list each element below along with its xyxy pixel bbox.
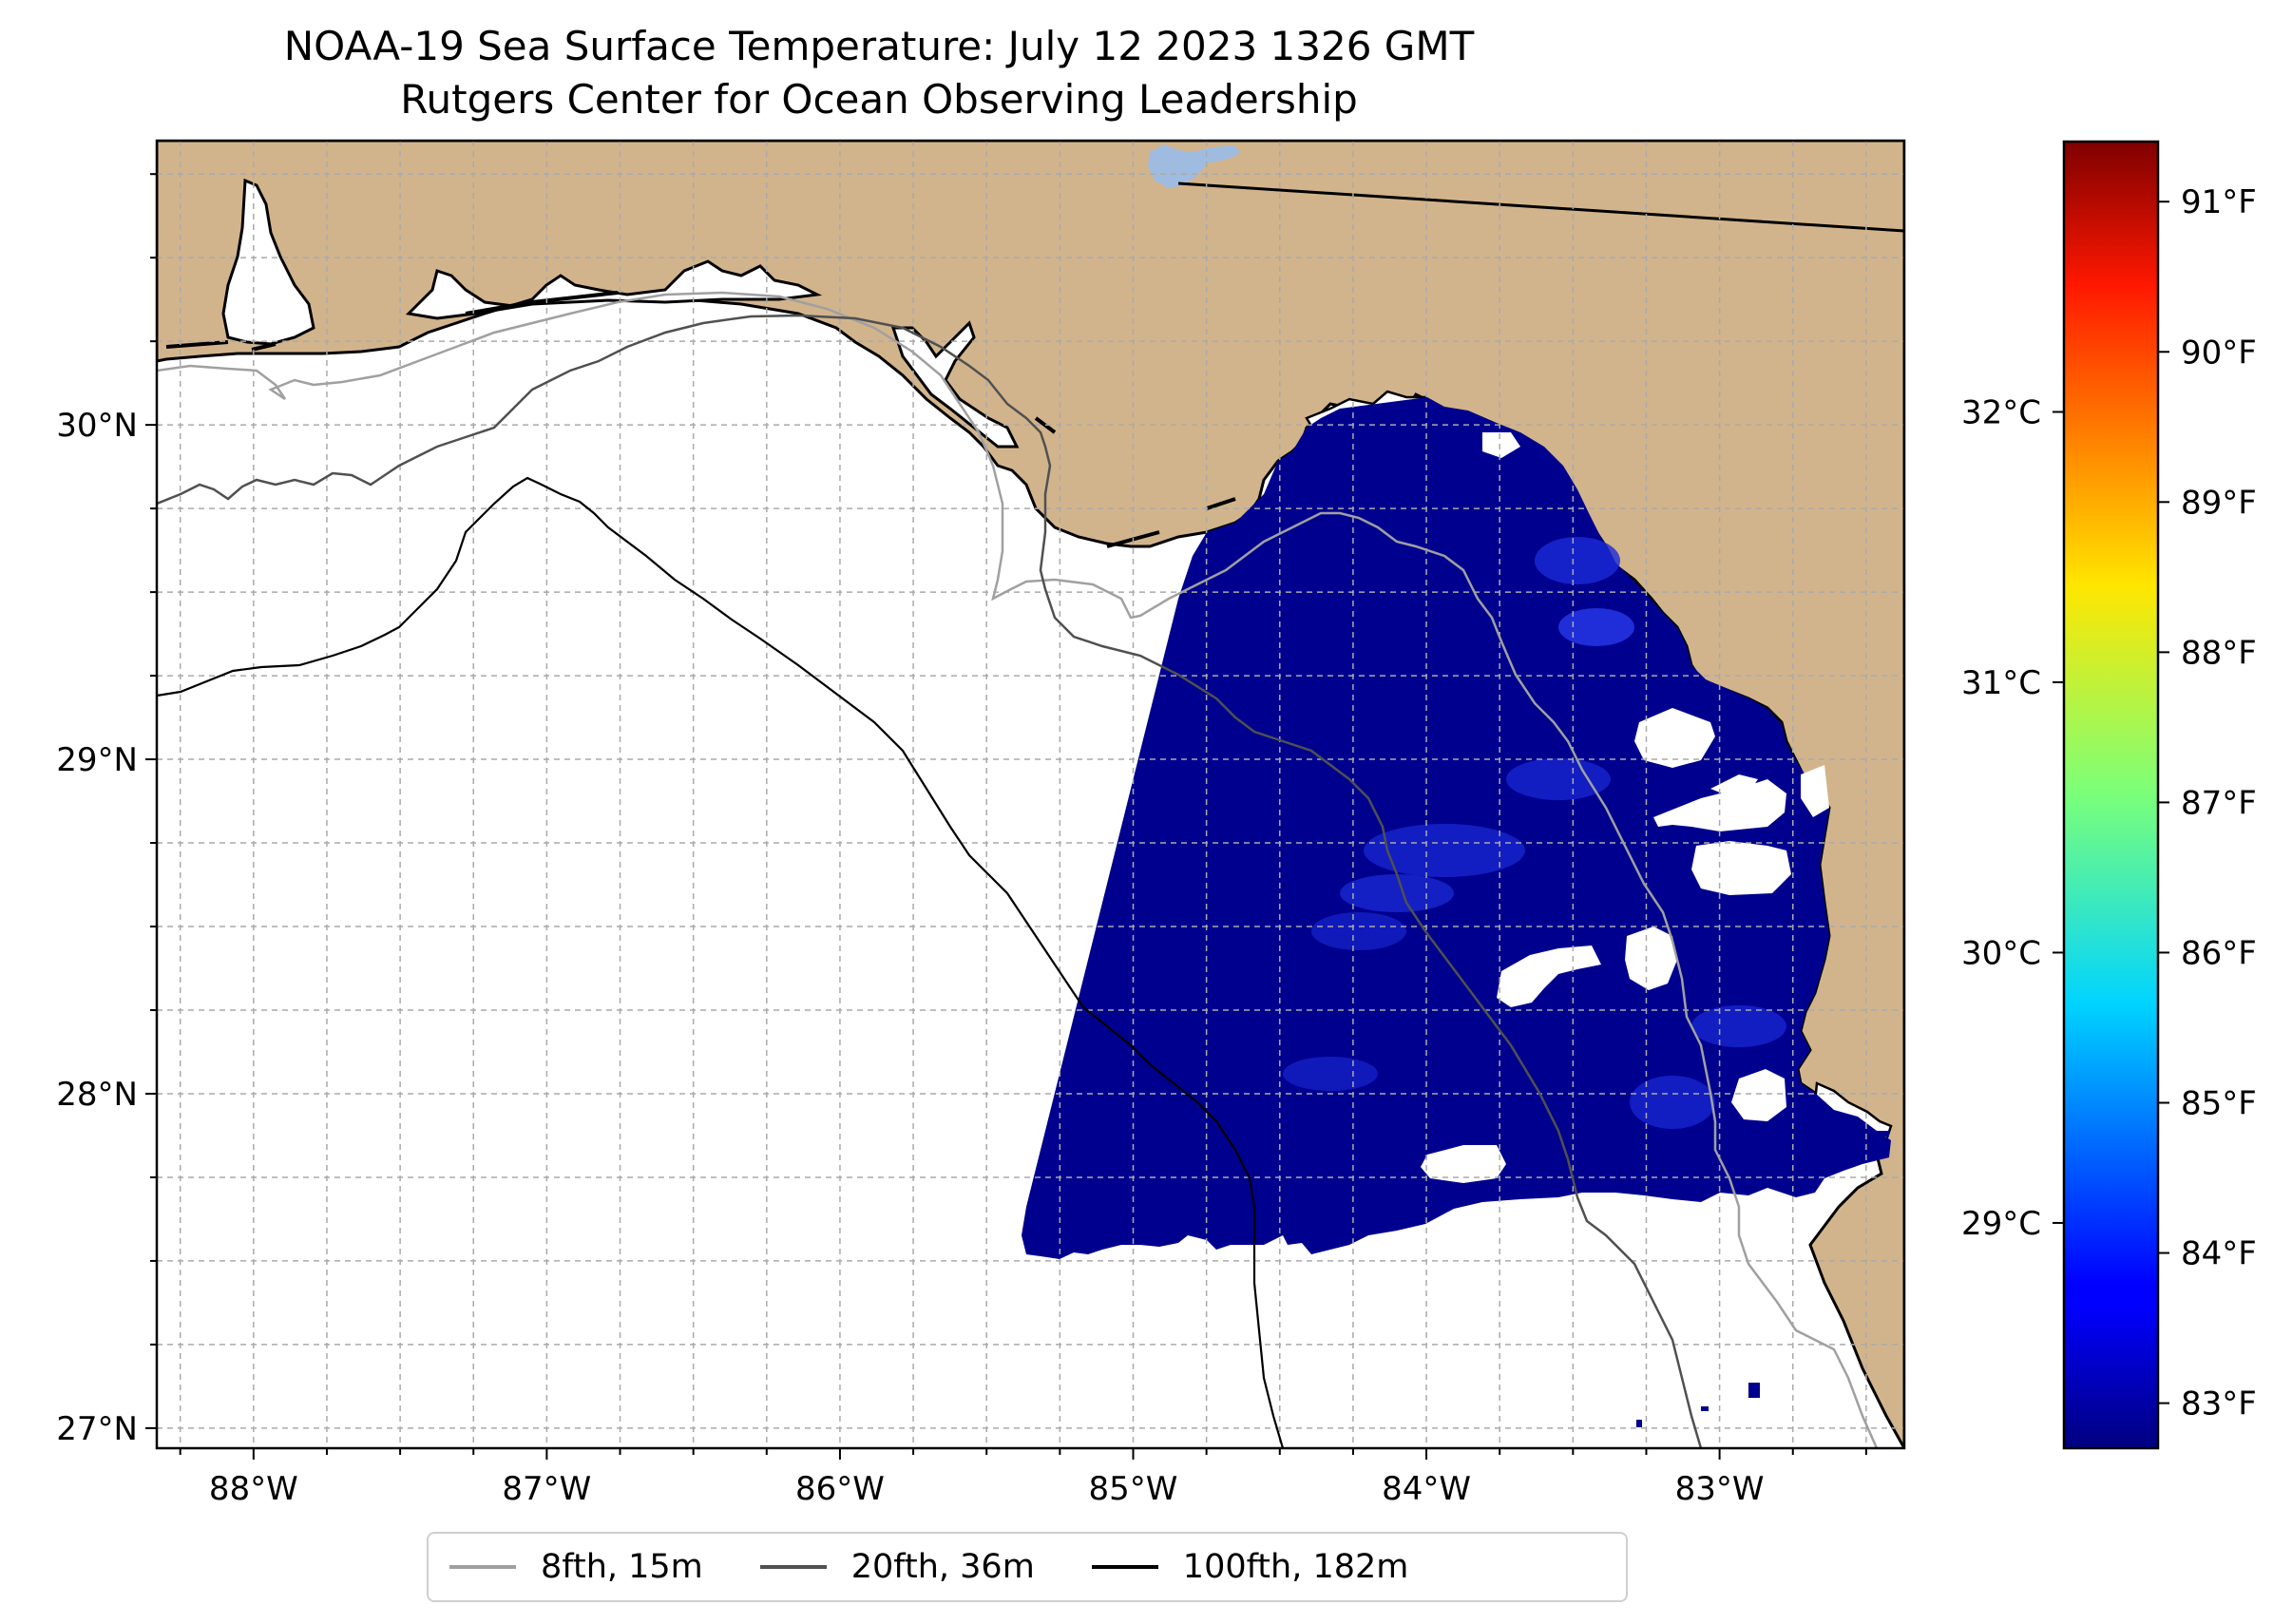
colorbar-c-label: 31°C	[1961, 664, 2041, 702]
legend-label-100fth: 100fth, 182m	[1182, 1548, 1409, 1586]
colorbar-f-label: 83°F	[2181, 1385, 2257, 1423]
legend-line-20fth	[759, 1565, 827, 1569]
y-tick-label: 28°N	[56, 1076, 138, 1114]
colorbar	[2062, 140, 2160, 1450]
colorbar-f-label: 88°F	[2181, 634, 2257, 672]
y-tick-label: 30°N	[56, 407, 138, 445]
y-tick-label: 27°N	[56, 1410, 138, 1448]
gridlines	[157, 141, 1904, 1448]
x-tick-label: 88°W	[209, 1470, 298, 1508]
x-tick-label: 84°W	[1382, 1470, 1471, 1508]
legend-line-100fth	[1091, 1565, 1158, 1569]
x-tick-label: 86°W	[795, 1470, 885, 1508]
colorbar-f-label: 87°F	[2181, 784, 2257, 822]
isobath-legend: 8fth, 15m 20fth, 36m 100fth, 182m	[427, 1532, 1628, 1602]
legend-item-100fth: 100fth, 182m	[1091, 1548, 1409, 1586]
colorbar-f-label: 84°F	[2181, 1235, 2257, 1273]
x-tick-label: 83°W	[1675, 1470, 1765, 1508]
colorbar-f-label: 86°F	[2181, 934, 2257, 972]
colorbar-f-label: 90°F	[2181, 334, 2257, 372]
x-axis: 88°W 87°W 86°W 85°W 84°W 83°W	[179, 1448, 1867, 1508]
legend-label-8fth: 8fth, 15m	[541, 1548, 703, 1586]
x-tick-label: 87°W	[502, 1470, 591, 1508]
map-title-line2: Rutgers Center for Ocean Observing Leade…	[400, 76, 1358, 123]
mobile-bay	[221, 178, 315, 346]
colorbar-f-label: 89°F	[2181, 484, 2257, 522]
apalachicola-bay	[890, 320, 1020, 449]
isobath-8fth	[157, 291, 1879, 1448]
map-frame	[155, 139, 1906, 1450]
legend-item-8fth: 8fth, 15m	[449, 1548, 703, 1586]
colorbar-celsius-axis: 29°C 30°C 31°C 32°C	[1961, 393, 2064, 1243]
state-border	[1177, 182, 1904, 233]
y-tick-label: 29°N	[56, 741, 138, 779]
y-axis: 30°N 29°N 28°N 27°N	[56, 173, 157, 1448]
legend-item-20fth: 20fth, 36m	[759, 1548, 1035, 1586]
legend-line-8fth	[449, 1565, 516, 1569]
colorbar-f-label: 85°F	[2181, 1084, 2257, 1122]
map-title-line1: NOAA-19 Sea Surface Temperature: July 12…	[283, 23, 1475, 69]
lake	[1148, 144, 1240, 188]
legend-label-20fth: 20fth, 36m	[850, 1548, 1035, 1586]
sst-swath	[1022, 397, 1891, 1427]
colorbar-f-label: 91°F	[2181, 183, 2257, 221]
colorbar-c-label: 32°C	[1961, 393, 2041, 431]
x-tick-label: 85°W	[1089, 1470, 1178, 1508]
colorbar-c-label: 30°C	[1961, 934, 2041, 972]
isobath-100fth	[157, 476, 1285, 1448]
isobath-20fth	[157, 314, 1703, 1448]
colorbar-c-label: 29°C	[1961, 1205, 2041, 1243]
colorbar-fahrenheit-axis: 83°F 84°F 85°F 86°F 87°F 88°F 89°F 90°F 91°F	[2158, 183, 2257, 1423]
pensacola-bay	[405, 259, 823, 320]
